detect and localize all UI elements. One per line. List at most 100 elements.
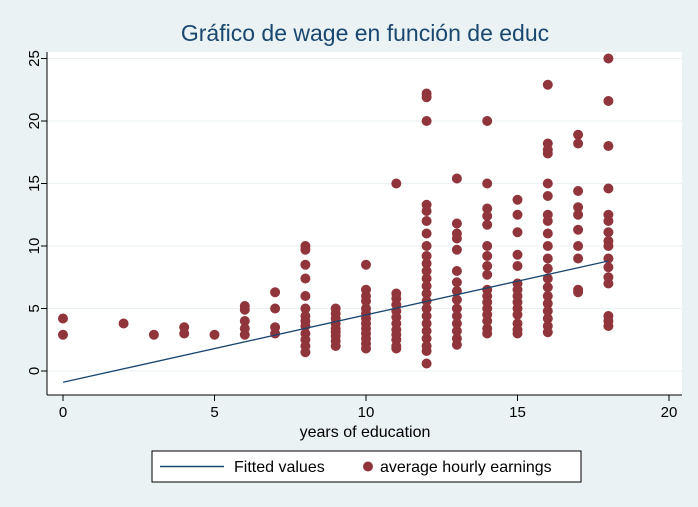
data-point [482,241,493,251]
data-point [451,218,462,229]
data-point [451,303,462,314]
data-point [451,294,462,305]
fitted-line [62,260,609,383]
data-point [421,303,432,314]
data-point [451,244,462,255]
scatter-points [58,53,614,369]
data-point [603,278,614,289]
data-point [421,346,432,356]
data-point [58,313,68,324]
data-point [421,326,432,336]
data-point [542,291,553,301]
data-point [391,178,402,189]
data-point [451,339,462,350]
data-point [573,224,584,235]
data-point [270,303,281,314]
data-point [542,327,553,338]
data-point [542,263,553,274]
data-point [603,227,614,238]
data-point [542,313,553,324]
data-point [542,79,553,90]
data-point [421,311,432,321]
data-point [482,211,493,221]
data-point [542,216,553,226]
data-point [482,203,493,214]
data-point [421,241,432,251]
data-point [421,206,432,216]
data-point [573,138,584,149]
data-point [512,261,523,271]
data-point [330,341,341,351]
data-point [482,251,493,261]
y-tick-label: 10 [26,238,43,255]
x-tick-label: 5 [210,404,218,421]
data-point [421,266,432,276]
data-point [421,358,432,369]
data-point [482,219,493,230]
data-point [512,249,523,260]
data-point [451,233,462,244]
data-point [421,258,432,269]
x-tick-label: 15 [509,404,526,421]
data-point [603,96,614,106]
legend-point-swatch [363,461,373,472]
y-axis: 0 5 10 15 20 25 [26,50,48,395]
data-point [209,329,220,340]
data-point [300,303,311,314]
data-point [542,241,553,251]
data-point [482,269,493,280]
data-point [542,273,553,284]
chart-title: Gráfico de wage en función de educ [181,20,549,46]
data-point [300,244,311,255]
data-point [421,288,432,299]
data-point [300,291,311,301]
data-point [421,228,432,239]
x-axis-label: years of education [300,424,431,441]
data-point [148,329,159,340]
data-point [482,328,493,339]
x-tick-label: 10 [358,404,375,421]
data-point [512,227,523,238]
data-point [542,253,553,264]
legend-label-fitted: Fitted values [234,459,325,476]
data-point [573,129,584,140]
data-point [482,261,493,271]
data-point [118,318,129,329]
data-point [482,316,493,326]
data-point [239,304,250,315]
data-point [512,328,523,339]
data-point [421,251,432,261]
data-point [451,318,462,329]
data-point [512,194,523,205]
data-point [542,148,553,159]
data-point [421,281,432,291]
data-point [542,191,553,201]
data-point [421,333,432,344]
fitted-values-line [62,260,609,383]
data-point [603,183,614,194]
data-point [361,259,371,270]
data-point [573,253,584,264]
x-tick-label: 20 [661,404,678,421]
y-tick-label: 5 [26,304,43,312]
data-point [451,173,462,184]
data-point [542,282,553,293]
data-point [603,262,614,273]
x-axis: 0 5 10 15 20 [47,394,682,421]
data-point [482,116,493,126]
data-point [270,328,281,339]
data-point [421,216,432,226]
legend: Fitted values average hourly earnings [151,450,582,483]
data-point [421,273,432,284]
data-point [573,202,584,213]
data-point [573,186,584,196]
data-point [603,53,614,64]
data-point [451,326,462,336]
data-point [361,296,371,306]
data-point [421,318,432,329]
data-point [573,287,584,298]
data-point [603,241,614,251]
data-point [573,209,584,220]
